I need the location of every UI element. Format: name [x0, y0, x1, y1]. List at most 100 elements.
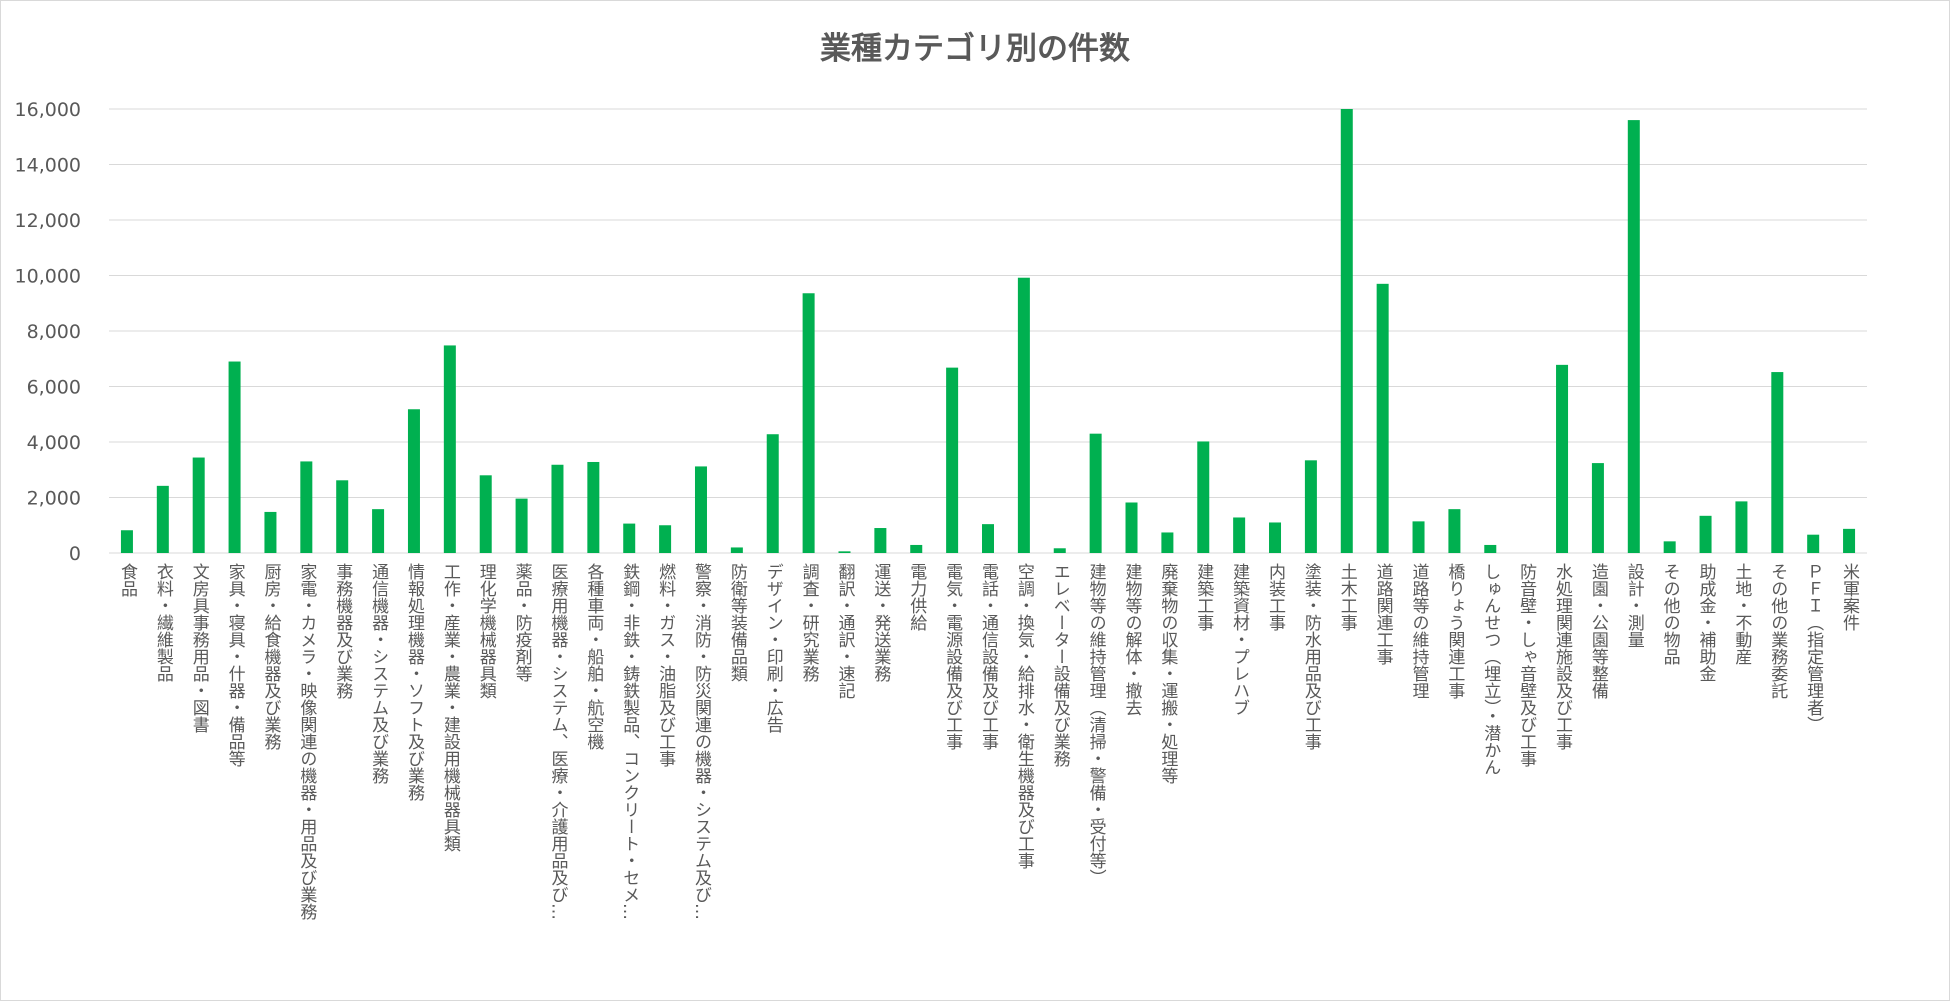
bar: [407, 409, 420, 553]
bar: [1663, 541, 1676, 553]
x-tick-label: 理化学機械器具類: [476, 563, 497, 699]
bar: [1591, 463, 1604, 553]
x-tick-label: 工作・産業・農業・建設用機械器具類: [440, 563, 461, 852]
x-tick-label: 建物等の維持管理（清掃・警備・受付等）: [1086, 563, 1107, 886]
x-tick-label: 各種車両・船舶・航空機: [583, 563, 604, 751]
bar: [1304, 460, 1317, 553]
bar: [1269, 522, 1282, 553]
bar: [623, 523, 636, 553]
x-tick-label: 衣料・繊維製品: [153, 563, 174, 682]
x-tick-label: 厨房・給食機器及び業務: [260, 563, 281, 751]
bar: [264, 511, 277, 553]
bar: [1233, 517, 1246, 553]
x-tick-label: 調査・研究業務: [799, 563, 820, 683]
bar: [1627, 120, 1640, 553]
chart-title: 業種カテゴリ別の件数: [820, 31, 1130, 67]
bar: [1699, 515, 1712, 553]
y-tick-label: 6,000: [27, 377, 81, 399]
bar: [874, 528, 887, 553]
x-tick-label: 家具・寝具・什器・備品等: [225, 563, 246, 767]
bars: [120, 109, 1856, 553]
bar: [1412, 521, 1425, 553]
x-tick-label: 家電・カメラ・映像関連の機器・用品及び業務: [296, 563, 317, 921]
x-tick-label: エレベーター設備及び業務: [1050, 563, 1071, 768]
x-tick-label: 設計・測量: [1624, 563, 1645, 648]
bar: [1017, 277, 1030, 553]
x-tick-label: ＰＦＩ（指定管理者）: [1803, 563, 1824, 733]
x-tick-label: 塗装・防水用品及び工事: [1301, 562, 1322, 750]
x-tick-label: しゅんせつ（埋立）・潜かん: [1480, 563, 1501, 776]
x-tick-label: 運送・発送業務: [870, 563, 891, 683]
x-tick-label: 電話・通信設備及び工事: [978, 563, 999, 750]
y-tick-label: 12,000: [15, 210, 81, 232]
bar: [228, 361, 241, 553]
bar: [372, 509, 385, 553]
x-tick-label: 翻訳・通訳・速記: [834, 563, 855, 699]
x-tick-label: 建物等の解体・撤去: [1122, 563, 1143, 716]
x-tick-label: 建築資材・プレハブ: [1229, 563, 1250, 716]
bar: [1125, 502, 1138, 553]
y-tick-label: 14,000: [15, 155, 81, 177]
bar: [1089, 433, 1102, 553]
bar: [192, 457, 205, 553]
bar: [659, 525, 672, 553]
x-tick-label: 水処理関連施設及び工事: [1552, 563, 1573, 750]
bar: [802, 293, 815, 553]
x-tick-label: 道路関連工事: [1373, 563, 1394, 665]
bar: [1340, 109, 1353, 553]
x-tick-label: 廃棄物の収集・運搬・処理等: [1157, 563, 1178, 784]
bar: [1448, 509, 1461, 553]
y-tick-label: 0: [69, 543, 81, 565]
x-tick-label: 食品: [117, 563, 138, 597]
x-tick-label: 事務機器及び業務: [332, 563, 353, 700]
bar: [551, 464, 564, 553]
bar: [982, 524, 994, 553]
x-tick-label: 内装工事: [1265, 563, 1286, 631]
bar: [910, 544, 923, 553]
x-axis-tick-labels: 食品 衣料・繊維製品 文房具事務用品・図書 家具・寝具・什器・備品等 厨房・給食機器及び…: [117, 562, 1860, 921]
x-tick-label: 道路等の維持管理: [1409, 563, 1430, 699]
bar: [120, 530, 133, 553]
bar: [156, 485, 169, 553]
gridlines: [109, 108, 1867, 554]
x-tick-label: その他の物品: [1660, 563, 1681, 665]
bar: [766, 434, 779, 553]
x-tick-label: 燃料・ガス・油脂及び工事: [655, 563, 676, 767]
y-tick-label: 2,000: [27, 488, 81, 510]
bar: [1735, 501, 1748, 553]
bar: [336, 480, 349, 553]
bar: [1556, 364, 1569, 553]
bar: [1771, 372, 1784, 553]
y-tick-label: 8,000: [27, 321, 81, 343]
bar: [1807, 534, 1820, 553]
bar: [730, 547, 743, 553]
bar: [443, 345, 456, 553]
bar: [1843, 528, 1856, 553]
x-tick-label: 電力供給: [906, 563, 927, 631]
bar: [694, 466, 707, 553]
x-tick-label: 空調・換気・給排水・衛生機器及び工事: [1014, 563, 1035, 869]
x-tick-label: その他の業務委託: [1767, 563, 1788, 699]
bar: [1197, 441, 1210, 553]
y-axis-tick-labels: 0 2,000 4,000 6,000 8,000 10,000 12,000 14,000 1…: [15, 99, 81, 565]
x-tick-label: 電気・電源設備及び工事: [942, 563, 963, 750]
bar: [479, 475, 492, 553]
x-tick-label: 情報処理機器・ソフト及び業務: [404, 563, 425, 802]
bar: [1161, 532, 1174, 553]
x-tick-label: 文房具事務用品・図書: [189, 563, 210, 733]
bar: [1053, 548, 1066, 553]
x-tick-label: 橋りょう関連工事: [1444, 563, 1465, 699]
bar: [587, 461, 600, 553]
x-tick-label: 薬品・防疫剤等: [512, 563, 533, 682]
x-tick-label: 米軍案件: [1839, 563, 1860, 631]
x-tick-label: 防衛等装備品類: [727, 563, 748, 682]
x-tick-label: 造園・公園等整備: [1588, 563, 1609, 700]
bar: [300, 461, 313, 553]
bar: [1376, 283, 1389, 553]
x-tick-label: 助成金・補助金: [1696, 563, 1717, 682]
bar: [1484, 544, 1497, 553]
bar: [515, 498, 528, 553]
x-tick-label: 医療用機器・システム、医療・介護用品及び…: [547, 563, 568, 920]
